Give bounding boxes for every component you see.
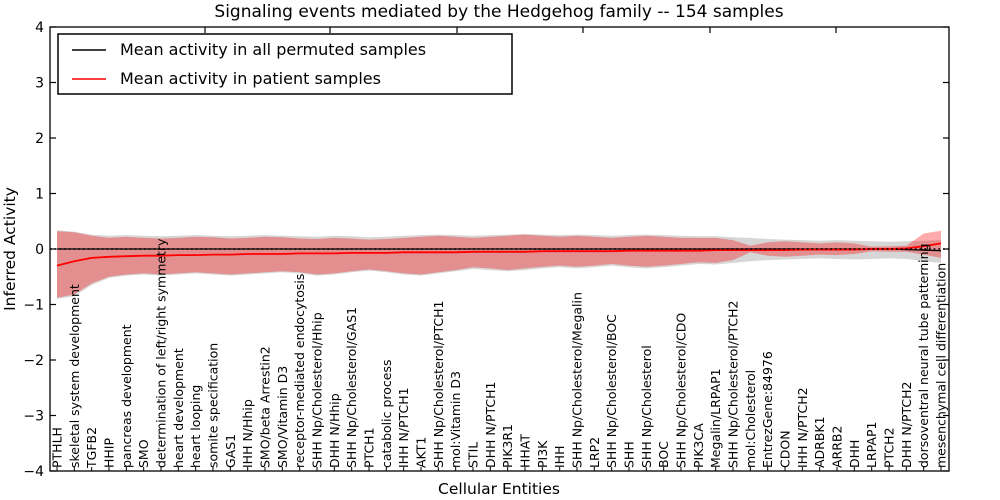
x-tick-label: SMO/beta Arrestin2 <box>258 346 273 468</box>
x-tick-label: BOC <box>656 441 671 468</box>
confidence-bands-layer <box>57 230 941 299</box>
x-tick-label: PTCH2 <box>882 427 897 468</box>
y-tick-label: 2 <box>35 131 44 147</box>
legend-box <box>57 33 513 95</box>
x-tick-label: PTCH1 <box>362 427 377 468</box>
x-tick-label: PIK3R1 <box>500 424 515 468</box>
x-tick-label: DHH <box>847 440 862 468</box>
x-tick-label: PI3K <box>535 440 550 468</box>
y-tick-label: −4 <box>23 464 44 480</box>
x-tick-label: somite specification <box>206 343 221 468</box>
x-tick-label: IHH <box>552 446 567 469</box>
x-tick-label: STIL <box>466 442 481 468</box>
x-tick-label: SHH Np/Cholesterol <box>639 345 654 468</box>
x-tick-labels-layer: PTHLH skeletal system development TGFB2 HHI… <box>50 238 949 469</box>
x-tick-label: SHH Np/Cholesterol/PTCH1 <box>431 301 446 469</box>
band-permuted-range <box>57 230 941 299</box>
x-tick-label: SHH Np/Cholesterol/BOC <box>604 314 619 468</box>
axes-layer: −4 −3 −2 −1 0 1 2 3 4 <box>23 20 950 480</box>
x-tick-label: DHH N/Hhip <box>327 393 342 468</box>
y-tick-label: 0 <box>35 242 44 258</box>
x-tick-label: PTHLH <box>50 427 65 468</box>
x-tick-label: mesenchymal cell differentiation <box>934 263 949 468</box>
y-tick-label: 3 <box>35 76 44 92</box>
y-axis-label: Inferred Activity <box>1 187 19 311</box>
chart-title: Signaling events mediated by the Hedgeho… <box>214 2 783 22</box>
x-tick-label: SMO <box>136 439 151 468</box>
x-tick-label: EntrezGene:84976 <box>760 351 775 468</box>
x-tick-label: AKT1 <box>414 437 429 468</box>
x-tick-label: DHH N/PTCH2 <box>899 382 914 468</box>
x-tick-label: dorsoventral neural tube patterning <box>916 244 931 469</box>
x-tick-label: Megalin/LRPAP1 <box>708 368 723 468</box>
x-axis-label: Cellular Entities <box>438 480 560 498</box>
x-tick-label: SHH Np/Cholesterol/CDO <box>674 313 689 468</box>
series-lines-layer <box>50 242 949 267</box>
x-tick-label: ADRBK1 <box>812 416 827 468</box>
x-tick-label: IHH N/Hhip <box>240 399 255 468</box>
x-tick-label: HHAT <box>518 434 533 468</box>
y-tick-label: 1 <box>35 187 44 203</box>
x-tick-label: DHH N/PTCH1 <box>483 382 498 468</box>
x-tick-label: mol:Vitamin D3 <box>448 371 463 468</box>
x-tick-label: LRPAP1 <box>864 422 879 468</box>
x-tick-label: SMO/Vitamin D3 <box>275 366 290 468</box>
band-patient-range <box>57 230 941 298</box>
x-tick-label: receptor-mediated endocytosis <box>292 274 307 468</box>
y-tick-label: 4 <box>35 20 44 36</box>
y-tick-label: −1 <box>23 298 44 314</box>
x-tick-label: pancreas development <box>119 324 134 468</box>
x-tick-label: mol:Cholesterol <box>743 370 758 468</box>
x-tick-label: heart looping <box>188 385 203 468</box>
y-tick-label: −2 <box>23 353 44 369</box>
x-tick-label: IHH N/PTCH1 <box>396 387 411 468</box>
x-tick-label: SHH Np/Cholesterol/Megalin <box>570 292 585 468</box>
x-tick-label: CDON <box>778 430 793 468</box>
x-tick-label: skeletal system development <box>67 284 82 468</box>
x-tick-label: SHH Np/Cholesterol/GAS1 <box>344 307 359 468</box>
x-tick-label: LRP2 <box>587 437 602 468</box>
x-tick-label: catabolic process <box>379 359 394 468</box>
x-tick-label: TGFB2 <box>84 427 99 469</box>
x-tick-label: HHIP <box>102 438 117 468</box>
x-tick-label: SHH <box>622 441 637 468</box>
y-tick-label: −3 <box>23 409 44 425</box>
x-tick-label: ARRB2 <box>830 426 845 468</box>
x-tick-label: IHH N/PTCH2 <box>795 387 810 468</box>
x-tick-label: determination of left/right symmetry <box>154 238 169 468</box>
x-tick-label: heart development <box>171 348 186 468</box>
x-tick-label: PIK3CA <box>691 423 706 468</box>
legend: Mean activity in all permuted samples Me… <box>57 33 513 95</box>
series-line-patient <box>56 242 942 267</box>
legend-label-permuted: Mean activity in all permuted samples <box>120 40 426 59</box>
x-tick-label: GAS1 <box>223 434 238 468</box>
legend-label-patient: Mean activity in patient samples <box>120 69 381 88</box>
x-tick-label: SHH Np/Cholesterol/PTCH2 <box>726 301 741 469</box>
x-tick-label: SHH Np/Cholesterol/Hhip <box>310 312 325 468</box>
